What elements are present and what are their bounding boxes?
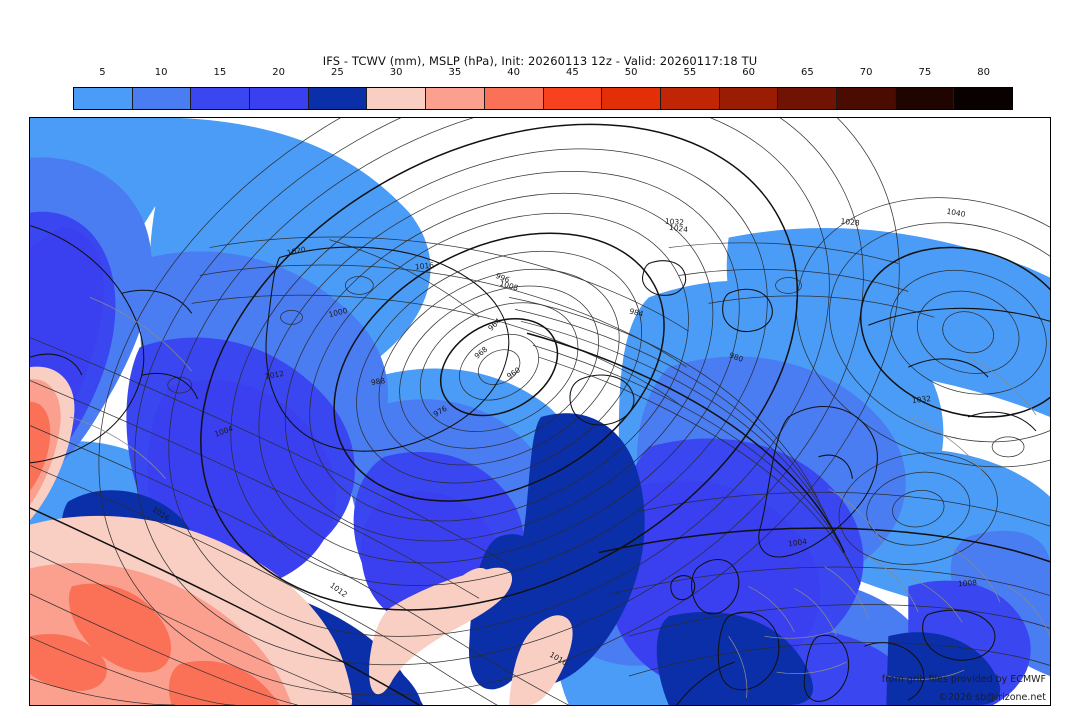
colorbar-swatch-11 bbox=[660, 88, 720, 109]
colorbar-swatch-6 bbox=[367, 88, 427, 109]
attribution-copyright: ©2026 sb@irizone.net bbox=[938, 692, 1046, 703]
colorbar-tick-75: 75 bbox=[918, 67, 932, 78]
colorbar-tick-60: 60 bbox=[742, 67, 755, 78]
colorbar-tick-55: 55 bbox=[683, 67, 697, 78]
country-borders bbox=[69, 297, 1050, 699]
svg-text:988: 988 bbox=[370, 376, 386, 387]
colorbar-swatch-5 bbox=[308, 88, 368, 109]
colorbar-swatch-15 bbox=[895, 88, 955, 109]
colorbar-tick-40: 40 bbox=[507, 67, 520, 78]
chart-title: IFS - TCWV (mm), MSLP (hPa), Init: 20260… bbox=[322, 54, 758, 68]
attribution-source: from grib files provided by ECMWF bbox=[881, 674, 1046, 685]
svg-text:1040: 1040 bbox=[946, 207, 967, 219]
map-canvas[interactable]: 1020 1016 1008 988 996 1004 984 980 1012… bbox=[29, 117, 1051, 706]
colorbar-tick-15: 15 bbox=[213, 67, 227, 78]
colorbar-tick-25: 25 bbox=[331, 67, 344, 78]
colorbar-swatch-2 bbox=[132, 88, 192, 109]
tcwv-mslp-plot: 1020 1016 1008 988 996 1004 984 980 1012… bbox=[30, 118, 1050, 705]
colorbar-swatch-3 bbox=[191, 88, 251, 109]
svg-text:984: 984 bbox=[628, 307, 644, 319]
svg-text:1000: 1000 bbox=[328, 306, 349, 319]
colorbar-swatch-7 bbox=[426, 88, 485, 109]
colorbar-swatch-14 bbox=[836, 88, 896, 109]
colorbar: 5 10 15 20 25 30 35 40 45 50 55 60 65 70 75 80 bbox=[73, 67, 1013, 110]
colorbar-tick-70: 70 bbox=[859, 67, 873, 78]
colorbar-swatch-8 bbox=[484, 88, 544, 109]
colorbar-tick-10: 10 bbox=[154, 67, 168, 78]
svg-text:1028: 1028 bbox=[840, 217, 860, 228]
svg-text:1024: 1024 bbox=[668, 223, 688, 235]
colorbar-swatch-12 bbox=[719, 88, 779, 109]
colorbar-swatch-13 bbox=[778, 88, 837, 109]
colorbar-tick-5: 5 bbox=[99, 67, 106, 78]
colorbar-swatch-10 bbox=[602, 88, 661, 109]
colorbar-swatch-4 bbox=[250, 88, 309, 109]
colorbar-tick-65: 65 bbox=[801, 67, 814, 78]
svg-text:1012: 1012 bbox=[264, 369, 284, 381]
colorbar-tick-35: 35 bbox=[448, 67, 462, 78]
colorbar-swatch-9 bbox=[543, 88, 603, 109]
colorbar-tick-labels: 5 10 15 20 25 30 35 40 45 50 55 60 65 70 75 80 bbox=[73, 67, 1013, 83]
svg-text:1016: 1016 bbox=[415, 261, 435, 272]
colorbar-tick-80: 80 bbox=[977, 67, 990, 78]
svg-text:1032: 1032 bbox=[912, 394, 932, 405]
colorbar-tick-50: 50 bbox=[624, 67, 638, 78]
svg-text:1032: 1032 bbox=[665, 217, 685, 227]
colorbar-tick-20: 20 bbox=[272, 67, 285, 78]
colorbar-swatches bbox=[73, 87, 1013, 110]
svg-text:1004: 1004 bbox=[788, 537, 808, 549]
tcwv-band-40-45 bbox=[30, 401, 280, 705]
colorbar-swatch-1 bbox=[74, 88, 133, 109]
colorbar-swatch-16 bbox=[954, 88, 1012, 109]
colorbar-tick-30: 30 bbox=[389, 67, 403, 78]
svg-text:1008: 1008 bbox=[958, 578, 978, 588]
colorbar-tick-45: 45 bbox=[566, 67, 579, 78]
svg-text:1020: 1020 bbox=[286, 245, 307, 258]
coastlines bbox=[30, 225, 1050, 705]
